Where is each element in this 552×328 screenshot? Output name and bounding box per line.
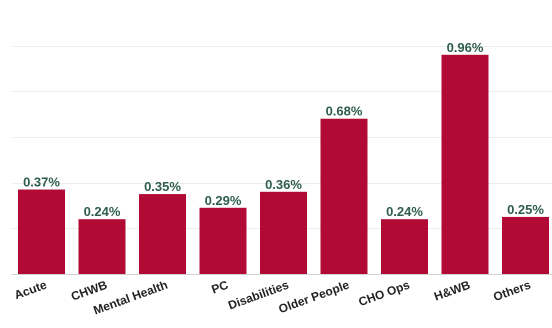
data-label-mental-health: 0.35% (144, 179, 181, 194)
data-label-handwb: 0.96% (447, 40, 484, 55)
data-label-chwb: 0.24% (84, 204, 121, 219)
bar-older-people[interactable] (320, 118, 368, 274)
data-label-others: 0.25% (507, 202, 544, 217)
bar-disabilities[interactable] (260, 191, 307, 274)
data-label-pc: 0.29% (205, 193, 242, 208)
data-label-cho-ops: 0.24% (386, 204, 423, 219)
data-label-acute: 0.37% (23, 175, 60, 190)
bar-cho-ops[interactable] (381, 219, 428, 274)
bar-pc[interactable] (199, 207, 247, 274)
tick-label-cho-ops: CHO Ops (357, 278, 412, 310)
tick-label-handwb: H&WB (432, 278, 472, 304)
bar-acute[interactable] (18, 189, 65, 274)
bar-others[interactable] (502, 216, 549, 274)
bars (18, 54, 549, 274)
bar-chwb[interactable] (78, 219, 126, 274)
tick-label-older-people: Older People (277, 278, 352, 317)
tick-label-others: Others (491, 278, 532, 304)
tick-label-pc: PC (210, 278, 231, 297)
data-label-older-people: 0.68% (326, 104, 363, 119)
data-labels: 0.37% 0.24% 0.35% 0.29% 0.36% 0.68% 0.24% 0.96%… (23, 40, 544, 219)
data-label-disabilities: 0.36% (265, 177, 302, 192)
tick-label-acute: Acute (12, 278, 48, 303)
bar-mental-health[interactable] (139, 194, 186, 274)
bar-handwb[interactable] (441, 54, 489, 274)
